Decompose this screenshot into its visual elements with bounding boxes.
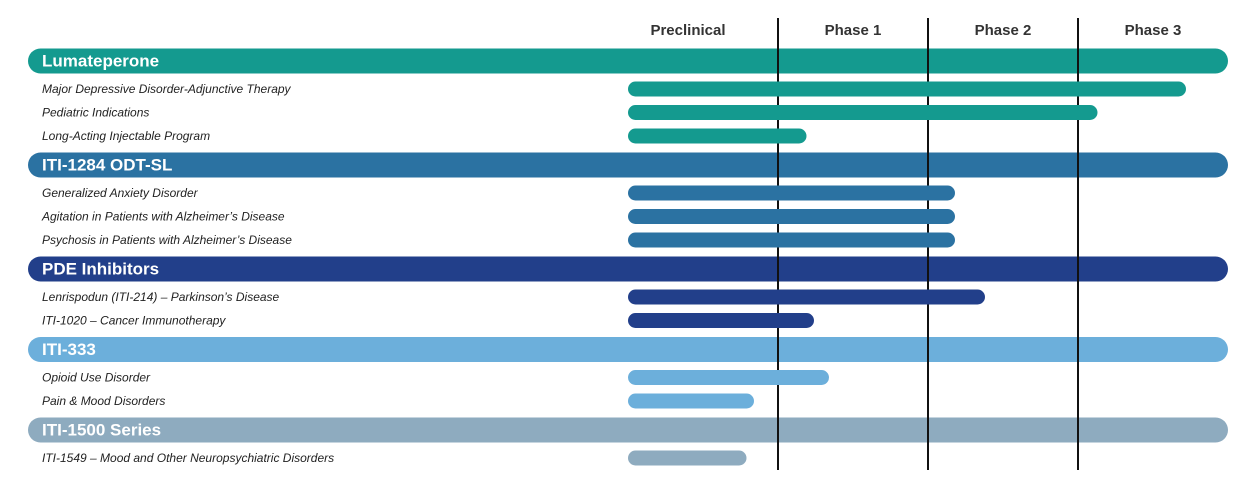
- program-label: Long-Acting Injectable Program: [42, 129, 210, 143]
- program-label: Major Depressive Disorder-Adjunctive The…: [42, 82, 292, 96]
- program-label: Opioid Use Disorder: [42, 371, 151, 385]
- group-label: PDE Inhibitors: [42, 259, 159, 278]
- group-label: ITI-333: [42, 340, 96, 359]
- group-band: [28, 152, 1228, 178]
- progress-bar: [628, 232, 955, 248]
- program-label: Agitation in Patients with Alzheimer’s D…: [41, 210, 285, 224]
- group-label: ITI-1500 Series: [42, 420, 161, 439]
- progress-bar: [628, 128, 807, 144]
- progress-bar: [628, 370, 829, 385]
- progress-bar: [628, 185, 955, 201]
- group-band: [28, 417, 1228, 443]
- program-label: Pain & Mood Disorders: [42, 394, 165, 408]
- group-band: [28, 337, 1228, 362]
- progress-bar: [628, 209, 955, 224]
- program-label: Pediatric Indications: [42, 106, 149, 120]
- stage-label: Phase 3: [1125, 22, 1182, 39]
- program-label: ITI-1020 – Cancer Immunotherapy: [42, 314, 226, 328]
- program-label: ITI-1549 – Mood and Other Neuropsychiatr…: [42, 451, 334, 465]
- group-band: [28, 48, 1228, 74]
- progress-bar: [628, 105, 1098, 120]
- group-label: Lumateperone: [42, 51, 159, 70]
- stage-label: Phase 1: [825, 22, 882, 39]
- stage-label: Phase 2: [975, 22, 1032, 39]
- group-band: [28, 256, 1228, 282]
- group-label: ITI-1284 ODT-SL: [42, 155, 172, 174]
- program-label: Psychosis in Patients with Alzheimer’s D…: [42, 233, 292, 247]
- progress-bar: [628, 313, 814, 328]
- stage-label: Preclinical: [650, 22, 725, 39]
- progress-bar: [628, 450, 747, 466]
- progress-bar: [628, 81, 1186, 97]
- program-label: Generalized Anxiety Disorder: [42, 186, 199, 200]
- program-label: Lenrispodun (ITI-214) – Parkinson’s Dise…: [42, 290, 280, 304]
- progress-bar: [628, 289, 985, 305]
- progress-bar: [628, 393, 754, 409]
